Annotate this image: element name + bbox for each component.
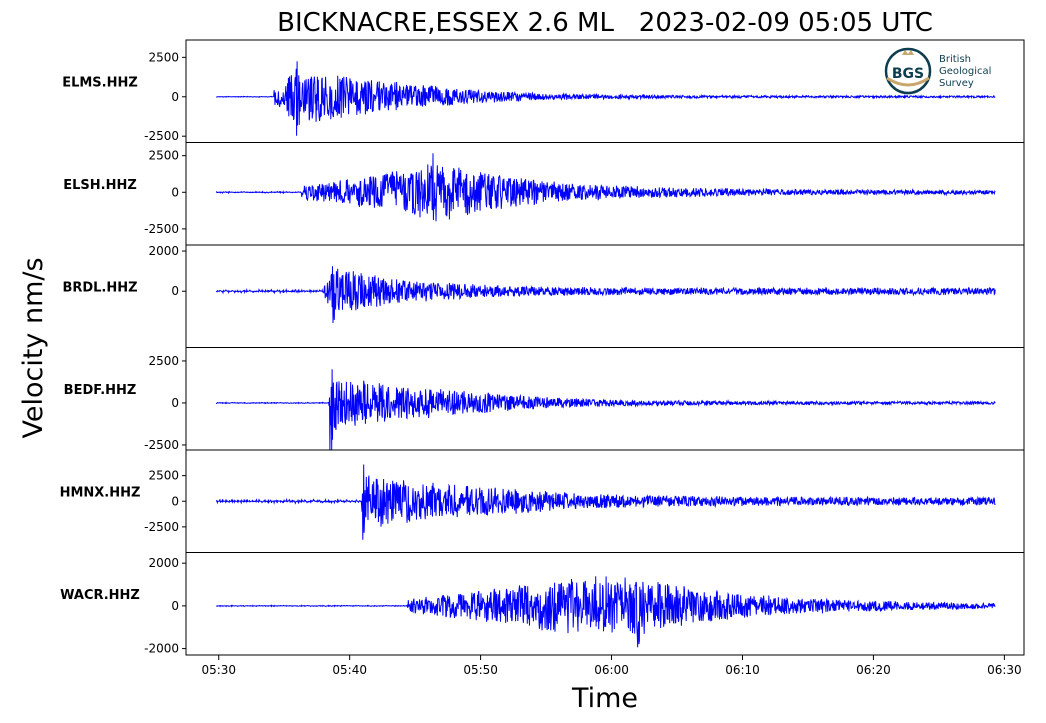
y-tick-label: 2500 xyxy=(148,469,179,483)
y-tick-label: 0 xyxy=(171,494,179,508)
x-axis: 05:30 05:40 05:50 06:00 06:10 06:20 06:30 xyxy=(201,655,1022,677)
trace-line xyxy=(215,266,996,324)
trace-line xyxy=(215,61,996,136)
x-tick-label: 06:00 xyxy=(594,663,629,677)
y-tick-label: -2500 xyxy=(144,438,179,452)
x-tick-label: 05:30 xyxy=(201,663,236,677)
y-tick-label: 0 xyxy=(171,284,179,298)
y-tick-label: -2500 xyxy=(144,222,179,236)
panel-frame xyxy=(185,552,1025,656)
trace-panel: 2500 0 -2500 HMNX.HHZ xyxy=(60,449,1025,553)
trace-panel: 2500 0 -2500 ELSH.HHZ xyxy=(63,142,1025,246)
logo-line1: British xyxy=(939,54,971,65)
y-tick-label: 2000 xyxy=(148,244,179,258)
y-tick-label: -2500 xyxy=(144,129,179,143)
x-tick-label: 05:50 xyxy=(463,663,498,677)
station-label: WACR.HHZ xyxy=(60,588,140,603)
x-tick-label: 05:40 xyxy=(332,663,367,677)
logo-line3: Survey xyxy=(939,78,974,89)
y-tick-label: 0 xyxy=(171,396,179,410)
trace-panel: 2500 0 -2500 ELMS.HHZ xyxy=(62,39,1025,143)
station-label: BEDF.HHZ xyxy=(64,383,137,398)
x-axis-title: Time xyxy=(571,683,638,714)
trace-line xyxy=(215,369,996,451)
trace-line xyxy=(215,464,996,540)
y-tick-label: 0 xyxy=(171,90,179,104)
x-tick-label: 06:30 xyxy=(987,663,1022,677)
y-tick-label: 2500 xyxy=(148,149,179,163)
y-axis-title: Velocity nm/s xyxy=(18,257,49,438)
crown-icon xyxy=(902,50,914,55)
trace-panels: 2500 0 -2500 ELMS.HHZ 2500 0 -2500 ELSH.HHZ 2000… xyxy=(60,39,1025,656)
panel-frame xyxy=(185,244,1025,348)
x-tick-label: 06:20 xyxy=(856,663,891,677)
y-tick-label: -2500 xyxy=(144,520,179,534)
logo-abbrev: BGS xyxy=(892,66,924,82)
y-tick-label: 0 xyxy=(171,599,179,613)
trace-line xyxy=(215,576,996,648)
y-tick-label: -2000 xyxy=(144,642,179,656)
x-tick-label: 06:10 xyxy=(725,663,760,677)
trace-panel: 2000 0 BRDL.HHZ xyxy=(62,244,1025,348)
trace-panel: 2500 0 -2500 BEDF.HHZ xyxy=(64,347,1025,452)
station-label: HMNX.HHZ xyxy=(60,485,141,500)
station-label: ELMS.HHZ xyxy=(62,75,138,90)
station-label: ELSH.HHZ xyxy=(63,178,137,193)
trace-line xyxy=(215,153,996,222)
y-tick-label: 2000 xyxy=(148,556,179,570)
logo-line2: Geological xyxy=(939,66,991,77)
panel-frame xyxy=(185,347,1025,451)
bgs-logo: BGS British Geological Survey xyxy=(884,47,991,95)
station-label: BRDL.HHZ xyxy=(62,280,137,295)
y-tick-label: 2500 xyxy=(148,50,179,64)
trace-panel: 2000 0 -2000 WACR.HHZ xyxy=(60,552,1025,656)
y-tick-label: 0 xyxy=(171,185,179,199)
chart-title: BICKNACRE,ESSEX 2.6 ML 2023-02-09 05:05 … xyxy=(277,8,933,38)
y-tick-label: 2500 xyxy=(148,354,179,368)
